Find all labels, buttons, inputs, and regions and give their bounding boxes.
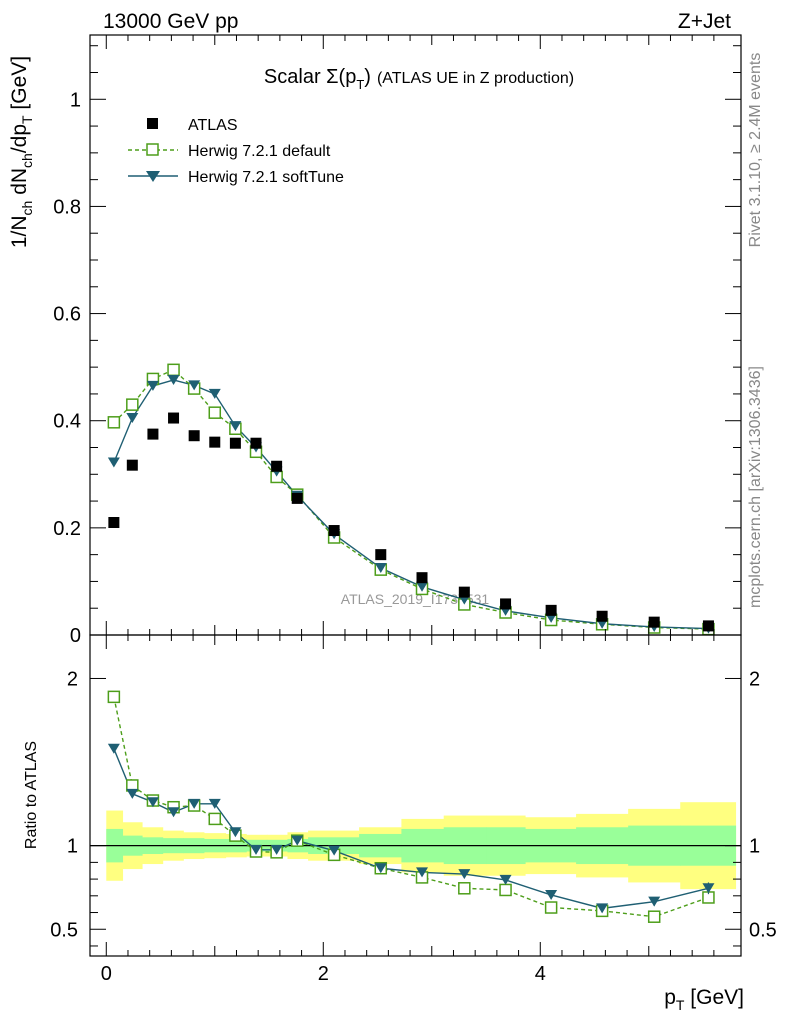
ratio-point-herwig-default — [499, 883, 512, 897]
ratio-point-herwig-softtune — [702, 883, 715, 894]
ratio-point-herwig-softtune — [596, 903, 609, 914]
title-close: ) — [364, 66, 371, 88]
ratio-point-herwig-default — [544, 901, 558, 914]
ratio-point-herwig-softtune — [648, 896, 661, 907]
point-herwig-softtune — [126, 413, 139, 424]
ratio-line-herwig-default — [113, 696, 709, 918]
ratio-point-herwig-softtune — [208, 798, 221, 809]
point-herwig-default — [126, 398, 139, 411]
point-atlas — [271, 460, 283, 472]
process-label: Z+Jet — [678, 10, 731, 33]
legend-label-atlas: ATLAS — [188, 117, 238, 134]
ratio-point-herwig-softtune — [229, 827, 242, 838]
ratio-point-herwig-softtune — [188, 798, 201, 809]
title-sigma: Σ(p — [326, 66, 356, 88]
ratio-point-herwig-softtune — [250, 844, 263, 855]
x-tick-label: 4 — [535, 963, 546, 985]
point-atlas — [168, 412, 180, 424]
point-herwig-softtune — [146, 380, 159, 391]
legend-marker-herwig-default — [146, 143, 159, 156]
ratio-panel: 0.5 0.5 1 1 2 2 0 2 4 Ratio to ATLAS pT [GeV] — [23, 634, 777, 1013]
ratio-point-herwig-default — [458, 882, 471, 895]
main-y-tick-label: 1 — [70, 89, 81, 111]
ratio-point-herwig-softtune — [126, 788, 139, 799]
ratio-point-herwig-softtune — [458, 869, 471, 880]
source-label: mcplots.cern.ch [arXiv:1306.3436] — [747, 366, 764, 608]
ratio-point-herwig-default — [107, 690, 121, 704]
point-atlas — [229, 437, 241, 449]
point-herwig-default — [208, 406, 222, 419]
title-sub: T — [356, 77, 364, 92]
ratio-point-herwig-softtune — [167, 807, 180, 818]
ratio-point-herwig-softtune — [499, 874, 512, 885]
ratio-point-herwig-softtune — [545, 889, 558, 900]
main-y-tick-label: 0.6 — [53, 304, 81, 326]
ratio-point-herwig-softtune — [374, 863, 387, 874]
point-atlas — [458, 586, 470, 598]
ratio-y-tick-label-right: 1 — [749, 836, 760, 858]
ratio-y-tick-label-left: 2 — [67, 668, 78, 690]
watermark: ATLAS_2019_I1736531 — [341, 591, 490, 607]
ratio-y-tick-label-left: 1 — [67, 836, 78, 858]
ratio-point-herwig-default — [647, 910, 661, 923]
ratio-panel-frame — [89, 634, 742, 957]
title-rest: (ATLAS UE in Z production) — [377, 70, 574, 87]
ratio-y-tick-label-left: 0.5 — [50, 919, 78, 941]
main-y-tick-label: 0.2 — [53, 518, 81, 540]
point-atlas — [291, 492, 303, 504]
point-herwig-softtune — [208, 388, 221, 399]
point-atlas — [648, 616, 660, 628]
point-atlas — [500, 598, 512, 610]
legend-marker-atlas — [147, 118, 158, 129]
x-axis-label: pT [GeV] — [664, 986, 744, 1013]
rivet-label: Rivet 3.1.10, ≥ 2.4M events — [747, 53, 764, 248]
point-atlas — [126, 459, 138, 471]
point-herwig-softtune — [167, 375, 180, 385]
ratio-point-herwig-softtune — [146, 797, 159, 808]
point-herwig-softtune — [107, 457, 120, 468]
point-herwig-softtune — [416, 581, 429, 592]
title-main: Scalar — [264, 66, 326, 88]
point-atlas — [147, 428, 159, 440]
point-atlas — [209, 436, 221, 448]
plot-title: Scalar Σ(pT) (ATLAS UE in Z production) — [264, 66, 574, 92]
point-atlas — [416, 572, 428, 584]
point-herwig-softtune — [188, 380, 201, 391]
ratio-point-herwig-softtune — [416, 867, 429, 878]
ratio-point-herwig-softtune — [291, 835, 304, 846]
legend-label-herwig-soft: Herwig 7.2.1 softTune — [188, 169, 344, 186]
point-atlas — [328, 525, 340, 537]
main-y-tick-label: 0.8 — [53, 196, 81, 218]
point-atlas — [545, 604, 557, 616]
point-atlas — [375, 549, 387, 561]
point-atlas — [250, 437, 262, 449]
point-herwig-default — [107, 416, 121, 429]
point-atlas — [702, 620, 714, 632]
legend-marker-herwig-soft — [146, 171, 160, 182]
point-herwig-softtune — [229, 421, 242, 432]
legend-label-herwig-default: Herwig 7.2.1 default — [188, 143, 331, 160]
energy-label: 13000 GeV pp — [103, 10, 238, 33]
ratio-point-herwig-softtune — [270, 844, 283, 855]
main-y-axis-label: 1/Nch dNch/dpT [GeV] — [8, 56, 35, 248]
main-y-tick-label: 0 — [70, 625, 81, 647]
legend: ATLAS Herwig 7.2.1 default Herwig 7.2.1 … — [128, 117, 344, 186]
point-atlas — [108, 517, 120, 528]
main-panel: ATLAS_2019_I1736531 0 0.2 0.4 0.6 0.8 1 Scala… — [8, 34, 742, 647]
point-herwig-softtune — [374, 563, 387, 574]
main-y-tick-label: 0.4 — [53, 411, 81, 433]
point-atlas — [188, 430, 200, 442]
ratio-point-herwig-softtune — [107, 743, 120, 754]
ratio-point-herwig-softtune — [328, 845, 341, 856]
ratio-point-herwig-default — [208, 812, 222, 826]
x-tick-label: 0 — [101, 963, 112, 985]
x-tick-label: 2 — [318, 963, 329, 985]
point-atlas — [596, 610, 608, 622]
ratio-y-tick-label-right: 0.5 — [749, 919, 777, 941]
ratio-y-axis-label: Ratio to ATLAS — [23, 741, 40, 849]
point-herwig-default — [167, 363, 180, 377]
ratio-y-tick-label-right: 2 — [749, 668, 760, 690]
